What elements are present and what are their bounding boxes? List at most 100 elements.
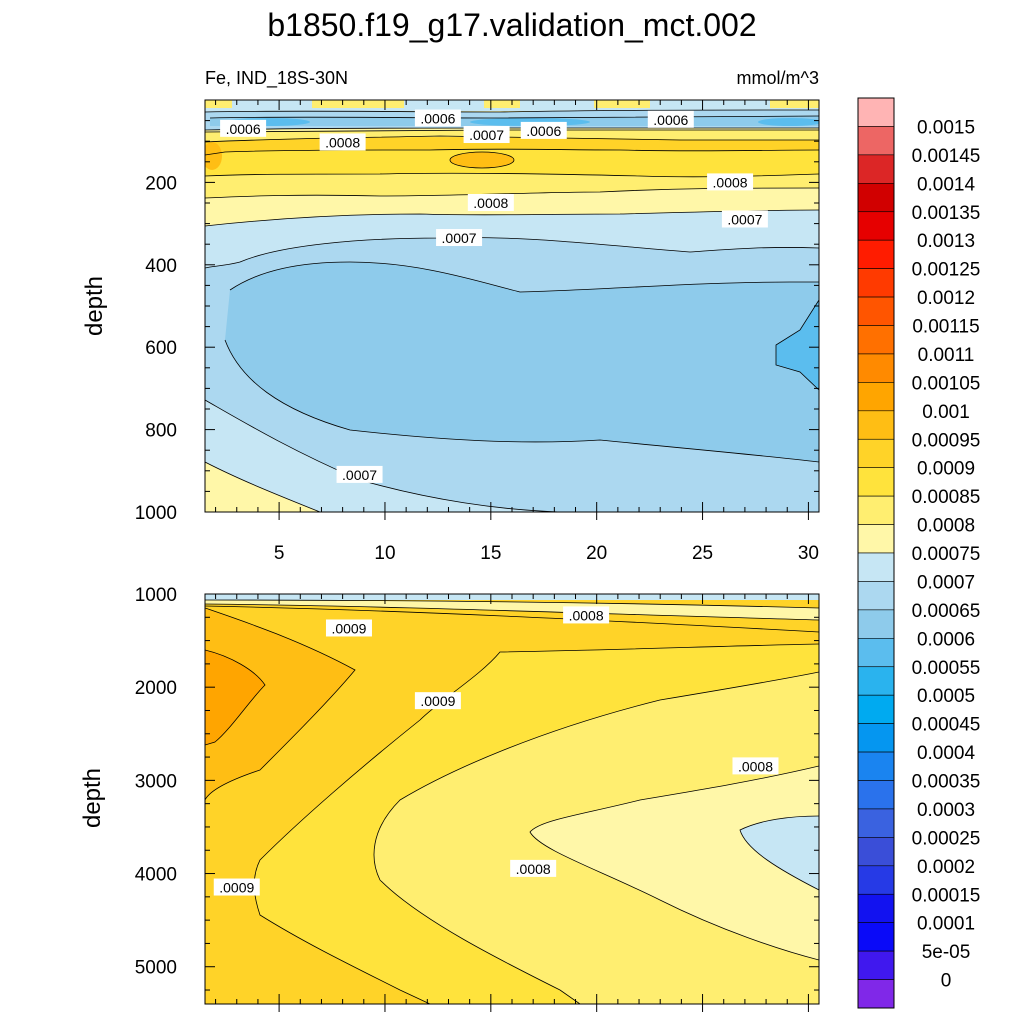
colorbar-label: 0.0009 — [917, 459, 975, 480]
upper-y-axis-label: depth — [81, 276, 108, 336]
colorbar-box — [857, 808, 895, 838]
colorbar-box — [857, 410, 895, 440]
upper-fill-top-gap-3 — [520, 100, 594, 108]
colorbar-label: 0.0002 — [917, 857, 975, 878]
upper-fill-core-min — [776, 300, 819, 390]
upper-contour-fill — [205, 100, 819, 512]
y-tick-label: 1000 — [135, 585, 177, 606]
colorbar-label: 0.00025 — [912, 828, 981, 849]
y-tick-label: 3000 — [135, 771, 177, 792]
upper-fill-max-2 — [205, 142, 222, 170]
x-tick-label: 20 — [586, 543, 607, 564]
colorbar-box — [857, 296, 895, 326]
contour-label-text: .0006 — [526, 123, 561, 139]
colorbar-box — [857, 780, 895, 810]
colorbar-box — [857, 183, 895, 213]
colorbar-box — [857, 382, 895, 412]
upper-fill-top-gap-4 — [650, 100, 770, 108]
contour-label-text: .0006 — [420, 111, 455, 127]
contour-label-text: .0008 — [569, 607, 604, 623]
lower-fill-top-0008 — [205, 600, 819, 620]
colorbar-box — [857, 552, 895, 582]
contour-label-text: .0007 — [469, 127, 504, 143]
colorbar-box — [857, 950, 895, 980]
colorbar-label: 0.0006 — [917, 629, 975, 650]
upper-fill-yellow-corner — [205, 462, 320, 512]
colorbar-label: 0.00115 — [912, 317, 979, 338]
colorbar-box — [857, 666, 895, 696]
contour-label-text: .0009 — [331, 620, 366, 636]
upper-fill-lowerleft — [205, 400, 560, 512]
colorbar-box — [857, 751, 895, 781]
lower-contour-labels: .0008 .0009 .0009 .0008 .0008 .0009 — [213, 606, 779, 896]
colorbar-label: 0.00075 — [912, 544, 981, 565]
colorbar-label: 0.0003 — [917, 800, 975, 821]
x-tick-label: 25 — [692, 543, 713, 564]
contour-label-text: .0008 — [516, 861, 551, 877]
contour-label: .0006 — [520, 121, 567, 139]
lower-fill-0007-blob — [740, 816, 819, 890]
colorbar-box — [857, 211, 895, 241]
contour-label: .0008 — [467, 194, 514, 211]
contour-label: .0006 — [414, 109, 461, 127]
colorbar-label: 0.00105 — [912, 373, 981, 394]
lower-fill-00095-max — [205, 650, 265, 745]
contour-label: .0009 — [213, 878, 260, 896]
contour-label: .0007 — [336, 465, 383, 483]
y-tick-label: 4000 — [135, 865, 177, 886]
colorbar-label: 0.00055 — [912, 658, 981, 679]
contour-label-text: .0006 — [226, 121, 261, 137]
variable-region-label: Fe, IND_18S-30N — [205, 68, 348, 89]
contour-label: .0006 — [220, 119, 267, 137]
colorbar-label: 0.00045 — [912, 715, 981, 736]
upper-fill-top-gap-1 — [232, 100, 312, 108]
y-tick-label: 5000 — [135, 958, 177, 979]
contour-label: .0008 — [510, 859, 557, 877]
contour-label-text: .0007 — [727, 211, 762, 227]
colorbar-box — [857, 495, 895, 525]
x-tick-label: 30 — [798, 543, 819, 564]
colorbar-box — [857, 97, 895, 127]
colorbar-label: 0.0012 — [917, 288, 975, 309]
contour-label: .0007 — [436, 229, 483, 247]
upper-fill-top-gap-2 — [404, 100, 484, 108]
x-tick-label: 15 — [480, 543, 501, 564]
contour-label: .0007 — [721, 210, 768, 228]
y-tick-label: 200 — [145, 173, 177, 194]
upper-fill-core — [225, 262, 819, 462]
colorbar-label: 0.0008 — [917, 516, 975, 537]
y-tick-label: 400 — [145, 256, 177, 277]
colorbar-box — [857, 638, 895, 668]
colorbar-box — [857, 239, 895, 269]
colorbar-label: 0 — [941, 971, 952, 992]
colorbar-box — [857, 694, 895, 724]
y-tick-label: 1000 — [135, 503, 177, 524]
colorbar-label: 0.00085 — [912, 487, 981, 508]
colorbar-box — [857, 126, 895, 156]
colorbar-box — [857, 837, 895, 867]
colorbar-label: 0.00135 — [912, 203, 981, 224]
colorbar-box — [857, 922, 895, 952]
colorbar-frame — [857, 97, 895, 1009]
upper-panel: 5 10 15 20 25 30 200 400 600 800 1000 .0006 .0006.… — [81, 99, 820, 564]
units-label: mmol/m^3 — [737, 68, 819, 88]
x-tick-label: 10 — [374, 543, 395, 564]
colorbar-label: 0.001 — [922, 402, 970, 423]
colorbar-box — [857, 325, 895, 355]
colorbar-box — [857, 524, 895, 554]
colorbar-label: 5e-05 — [922, 942, 971, 963]
upper-contour-lines — [205, 109, 819, 512]
lower-fill-0009-max — [205, 608, 355, 800]
colorbar-label: 0.0005 — [917, 686, 975, 707]
contour-label-text: .0007 — [442, 230, 477, 246]
lower-x-axis — [215, 594, 809, 1012]
colorbar-box — [857, 581, 895, 611]
y-tick-label: 800 — [145, 421, 177, 442]
colorbar-label: 0.0007 — [917, 572, 975, 593]
colorbar-label: 0.0004 — [917, 743, 976, 764]
colorbar-box — [857, 353, 895, 383]
lower-contour-fill — [205, 594, 819, 1004]
colorbar-box — [857, 865, 895, 895]
colorbar-label: 0.00065 — [912, 601, 981, 622]
colorbar-box — [857, 154, 895, 184]
